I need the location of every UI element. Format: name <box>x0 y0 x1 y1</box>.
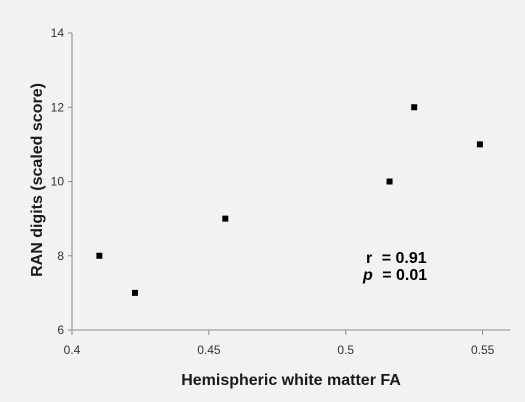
x-tick-label: 0.5 <box>337 343 354 357</box>
y-tick-label: 12 <box>51 100 65 114</box>
p-value-stat: p = 0.01 <box>362 267 427 284</box>
y-tick-label: 8 <box>57 249 64 263</box>
p-value: = 0.01 <box>382 267 427 284</box>
x-axis-ticks: 0.4 0.45 0.5 0.55 <box>64 330 495 357</box>
correlation-stat: r = 0.91 <box>366 250 427 267</box>
data-point <box>96 252 103 259</box>
data-point <box>476 141 483 148</box>
data-point <box>386 178 393 185</box>
y-tick-label: 6 <box>57 323 64 337</box>
data-point <box>222 215 229 222</box>
r-label: r <box>366 250 372 267</box>
y-tick-label: 10 <box>51 175 65 189</box>
y-axis-ticks: 6 8 10 12 14 <box>51 26 72 337</box>
y-axis-title: RAN digits (scaled score) <box>29 83 46 277</box>
r-value: = 0.91 <box>382 250 427 267</box>
data-point <box>131 289 138 296</box>
p-label: p <box>362 267 373 284</box>
y-tick-label: 14 <box>51 26 65 40</box>
x-axis-title: Hemispheric white matter FA <box>181 372 401 389</box>
data-points <box>96 104 483 296</box>
data-point <box>411 104 418 111</box>
x-tick-label: 0.45 <box>197 343 221 357</box>
x-tick-label: 0.4 <box>64 343 81 357</box>
x-tick-label: 0.55 <box>471 343 495 357</box>
